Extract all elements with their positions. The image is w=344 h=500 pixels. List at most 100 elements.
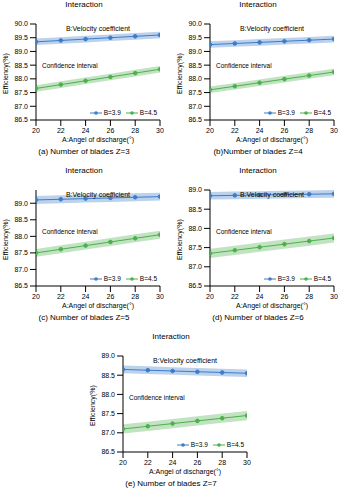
svg-text:87.0: 87.0 <box>101 429 115 436</box>
svg-text:A:Angel of discharge(°): A:Angel of discharge(°) <box>62 302 134 310</box>
svg-text:26: 26 <box>107 293 115 300</box>
svg-text:88.0: 88.0 <box>14 75 28 82</box>
svg-text:28: 28 <box>305 127 313 134</box>
svg-text:88.5: 88.5 <box>14 216 28 223</box>
svg-text:87.0: 87.0 <box>188 103 202 110</box>
svg-text:24: 24 <box>169 459 177 466</box>
svg-text:28: 28 <box>131 293 139 300</box>
svg-text:30: 30 <box>156 293 164 300</box>
svg-text:87.5: 87.5 <box>14 89 28 96</box>
svg-text:20: 20 <box>206 293 214 300</box>
svg-text:87.5: 87.5 <box>101 410 115 417</box>
svg-text:22: 22 <box>57 293 65 300</box>
svg-text:88.0: 88.0 <box>188 75 202 82</box>
html-text:B=4.5: B=4.5 <box>313 109 331 116</box>
svg-text:28: 28 <box>305 293 313 300</box>
html-text:Interaction: Interaction <box>239 166 277 175</box>
svg-text:20: 20 <box>32 293 40 300</box>
svg-text:26: 26 <box>281 127 289 134</box>
svg-text:A:Angel of discharge(°): A:Angel of discharge(°) <box>62 136 134 144</box>
html-text:Interaction: Interaction <box>65 0 103 9</box>
svg-text:86.5: 86.5 <box>14 116 28 123</box>
html-text:Confidence interval: Confidence interval <box>42 228 98 235</box>
svg-text:87.5: 87.5 <box>188 244 202 251</box>
svg-text:87.0: 87.0 <box>188 263 202 270</box>
html-text:B=4.5: B=4.5 <box>139 109 157 116</box>
svg-text:88.5: 88.5 <box>14 62 28 69</box>
svg-text:22: 22 <box>144 459 152 466</box>
html-text:Confidence interval: Confidence interval <box>216 228 272 235</box>
svg-text:88.5: 88.5 <box>101 372 115 379</box>
svg-text:86.5: 86.5 <box>188 282 202 289</box>
svg-text:88.0: 88.0 <box>188 225 202 232</box>
html-text:Interaction: Interaction <box>152 332 190 341</box>
html-text:B:Velocity coefficient: B:Velocity coefficient <box>240 191 304 198</box>
svg-text:20: 20 <box>206 127 214 134</box>
svg-text:87.0: 87.0 <box>14 266 28 273</box>
svg-text:86.5: 86.5 <box>188 116 202 123</box>
svg-text:30: 30 <box>243 459 251 466</box>
html-text:B=4.5: B=4.5 <box>139 275 157 282</box>
html-text:Confidence interval: Confidence interval <box>42 62 98 69</box>
svg-text:30: 30 <box>330 293 336 300</box>
svg-text:87.0: 87.0 <box>14 103 28 110</box>
svg-text:24: 24 <box>256 293 264 300</box>
html-text:B=3.9: B=3.9 <box>103 275 121 282</box>
svg-text:30: 30 <box>156 127 164 134</box>
svg-text:30: 30 <box>330 127 336 134</box>
svg-text:A:Angel of discharge(°): A:Angel of discharge(°) <box>236 302 308 310</box>
svg-text:87.5: 87.5 <box>188 89 202 96</box>
svg-text:88.5: 88.5 <box>188 62 202 69</box>
svg-text:28: 28 <box>218 459 226 466</box>
svg-text:A:Angel of discharge(°): A:Angel of discharge(°) <box>236 136 308 144</box>
svg-text:89.0: 89.0 <box>188 186 202 193</box>
html-text:Confidence interval: Confidence interval <box>216 62 272 69</box>
svg-text:28: 28 <box>131 127 139 134</box>
svg-text:89.0: 89.0 <box>188 48 202 55</box>
svg-text:26: 26 <box>107 127 115 134</box>
svg-text:89.5: 89.5 <box>14 34 28 41</box>
svg-text:20: 20 <box>32 127 40 134</box>
svg-text:22: 22 <box>231 127 239 134</box>
html-text:B:Velocity coefficient: B:Velocity coefficient <box>240 25 304 32</box>
svg-text:88.0: 88.0 <box>101 391 115 398</box>
svg-text:86.5: 86.5 <box>14 282 28 289</box>
html-text:(d) Number of blades Z=6: (d) Number of blades Z=6 <box>212 313 304 322</box>
svg-text:Efficiency(%): Efficiency(%) <box>8 219 10 260</box>
html-text:B=4.5: B=4.5 <box>313 275 331 282</box>
html-text:B=3.9: B=3.9 <box>277 275 295 282</box>
svg-text:89.0: 89.0 <box>14 48 28 55</box>
svg-text:87.5: 87.5 <box>14 249 28 256</box>
svg-text:26: 26 <box>281 293 289 300</box>
svg-text:24: 24 <box>82 127 90 134</box>
html-text:Interaction: Interaction <box>65 166 103 175</box>
svg-text:89.5: 89.5 <box>188 34 202 41</box>
html-text:Interaction: Interaction <box>239 0 277 9</box>
svg-text:A:Angel of discharge(°): A:Angel of discharge(°) <box>149 468 221 476</box>
svg-text:26: 26 <box>194 459 202 466</box>
svg-text:90.0: 90.0 <box>14 20 28 27</box>
svg-text:88.5: 88.5 <box>188 206 202 213</box>
svg-text:22: 22 <box>57 127 65 134</box>
svg-text:88.0: 88.0 <box>14 233 28 240</box>
svg-text:Efficiency(%): Efficiency(%) <box>176 219 184 260</box>
svg-text:20: 20 <box>119 459 127 466</box>
svg-text:86.5: 86.5 <box>101 448 115 455</box>
svg-text:22: 22 <box>231 293 239 300</box>
svg-text:89.0: 89.0 <box>14 200 28 207</box>
html-text:B:Velocity coefficient: B:Velocity coefficient <box>66 25 130 32</box>
html-text:(b)Number of blades Z=4: (b)Number of blades Z=4 <box>213 147 303 156</box>
html-text:B=3.9: B=3.9 <box>277 109 295 116</box>
svg-text:Efficiency(%): Efficiency(%) <box>8 53 10 94</box>
svg-text:24: 24 <box>256 127 264 134</box>
html-text:B=3.9: B=3.9 <box>103 109 121 116</box>
svg-text:Efficiency(%): Efficiency(%) <box>89 385 97 426</box>
html-text:(c) Number of blades Z=5: (c) Number of blades Z=5 <box>38 313 130 322</box>
svg-text:89.0: 89.0 <box>101 352 115 359</box>
svg-text:Efficiency(%): Efficiency(%) <box>176 53 184 94</box>
html-text:(a) Number of blades Z=3: (a) Number of blades Z=3 <box>38 147 130 156</box>
html-text:(e) Number of blades Z=7: (e) Number of blades Z=7 <box>125 479 217 488</box>
svg-text:24: 24 <box>82 293 90 300</box>
svg-text:90.0: 90.0 <box>188 20 202 27</box>
html-text:B:Velocity coefficient: B:Velocity coefficient <box>66 191 130 198</box>
